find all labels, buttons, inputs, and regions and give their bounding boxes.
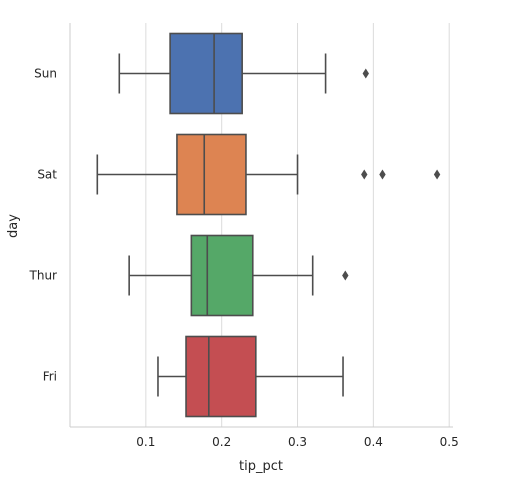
x-tick-label: 0.1 bbox=[136, 435, 155, 449]
y-tick-labels: Sun Sat Thur Fri bbox=[29, 67, 58, 384]
x-tick-label: 0.5 bbox=[440, 435, 459, 449]
outlier-point bbox=[342, 270, 349, 281]
y-tick-label: Thur bbox=[29, 269, 58, 283]
x-tick-labels: 0.1 0.2 0.3 0.4 0.5 bbox=[136, 435, 458, 449]
outlier-point bbox=[433, 169, 441, 180]
y-tick-label: Fri bbox=[43, 370, 57, 384]
x-tick-label: 0.4 bbox=[364, 435, 383, 449]
y-tick-label: Sat bbox=[37, 168, 57, 182]
x-axis-label: tip_pct bbox=[239, 459, 283, 474]
boxes bbox=[96, 32, 441, 418]
x-tick-label: 0.3 bbox=[288, 435, 307, 449]
box-group-sun bbox=[118, 32, 369, 115]
box-group-thur bbox=[128, 234, 349, 317]
iqr-box bbox=[190, 234, 254, 317]
x-tick-label: 0.2 bbox=[212, 435, 231, 449]
box-group-fri bbox=[157, 335, 344, 418]
y-tick-label: Sun bbox=[34, 67, 57, 81]
y-axis-label: day bbox=[6, 214, 21, 238]
box-group-sat bbox=[96, 133, 441, 216]
outlier-point bbox=[361, 169, 368, 180]
iqr-box bbox=[169, 32, 243, 115]
outlier-point bbox=[379, 169, 386, 180]
iqr-box bbox=[176, 133, 247, 216]
outlier-point bbox=[362, 68, 369, 79]
iqr-box bbox=[185, 335, 257, 418]
